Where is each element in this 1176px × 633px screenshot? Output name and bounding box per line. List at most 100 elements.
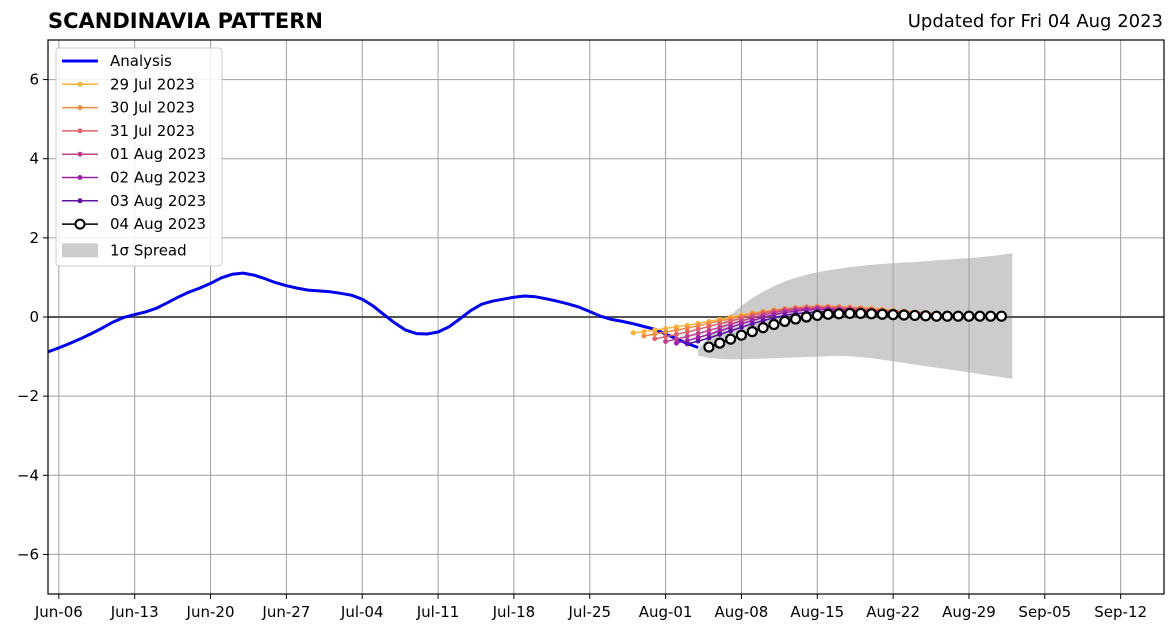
latest-forecast-point — [735, 329, 748, 341]
legend-label-forecast: 03 Aug 2023 — [110, 192, 206, 210]
x-tick-label: Jul-18 — [492, 603, 536, 621]
latest-forecast-point — [790, 313, 802, 325]
x-tick-label: Jun-06 — [34, 603, 83, 621]
legend-label-forecast: 02 Aug 2023 — [110, 169, 206, 187]
latest-forecast-point — [757, 322, 769, 334]
latest-forecast-point — [876, 308, 888, 320]
legend-marker-forecast — [77, 105, 83, 111]
x-tick-label: Aug-08 — [715, 603, 769, 621]
latest-forecast-point — [855, 307, 867, 320]
chart-subtitle: Updated for Fri 04 Aug 2023 — [907, 11, 1163, 32]
forecast-point — [717, 331, 723, 337]
x-tick-label: Aug-29 — [942, 603, 996, 621]
legend-label-forecast: 31 Jul 2023 — [110, 122, 195, 140]
latest-forecast-point — [909, 309, 921, 322]
y-tick-label: 4 — [29, 150, 39, 168]
y-tick-label: −4 — [17, 466, 39, 484]
y-tick-label: −2 — [17, 387, 39, 405]
legend-label-latest: 04 Aug 2023 — [110, 215, 206, 233]
legend-marker-forecast — [77, 81, 83, 87]
x-tick-label: Jul-11 — [416, 603, 460, 621]
forecast-point — [706, 327, 712, 333]
latest-forecast-point — [714, 337, 726, 349]
forecast-point — [652, 327, 658, 333]
axes-frame — [47, 39, 1165, 595]
latest-forecast-point — [930, 310, 943, 322]
forecast-point — [695, 331, 701, 337]
y-tick-label: −6 — [17, 545, 39, 563]
legend: Analysis 29 Jul 2023 30 Jul 2023 31 Jul 202… — [55, 47, 223, 267]
legend-marker-forecast — [77, 151, 83, 157]
y-tick-label: 2 — [29, 229, 39, 247]
chart-title: SCANDINAVIA PATTERN — [48, 9, 323, 33]
legend-label-analysis: Analysis — [110, 52, 172, 70]
x-tick-label: Jul-25 — [567, 603, 611, 621]
analysis-line — [47, 271, 699, 354]
forecast-point — [673, 331, 679, 337]
x-tick-label: Jun-20 — [186, 603, 235, 621]
latest-forecast-point — [963, 310, 975, 322]
x-tick-label: Jul-04 — [340, 603, 384, 621]
x-tick-label: Aug-22 — [866, 603, 920, 621]
forecast-point — [641, 329, 647, 335]
latest-forecast-point — [703, 341, 715, 353]
latest-forecast-point — [887, 309, 899, 321]
x-tick-label: Sep-05 — [1018, 603, 1071, 621]
forecast-point — [684, 329, 690, 335]
forecast-point — [695, 338, 701, 344]
forecast-point — [641, 333, 647, 339]
forecast-point — [749, 321, 755, 327]
latest-forecast-point — [746, 326, 758, 338]
legend-swatch-spread — [62, 243, 98, 258]
forecast-point — [652, 331, 658, 337]
latest-forecast-point — [985, 310, 997, 322]
legend-label-forecast: 01 Aug 2023 — [110, 145, 206, 163]
series-group — [47, 271, 1008, 354]
x-tick-label: Jun-13 — [110, 603, 159, 621]
x-tick-label: Sep-12 — [1094, 603, 1147, 621]
latest-forecast-point — [779, 315, 791, 327]
legend-marker-forecast — [77, 175, 83, 180]
x-tick-label: Jun-27 — [261, 603, 310, 621]
y-tick-label: 0 — [29, 308, 39, 326]
latest-forecast-point — [920, 310, 932, 322]
forecast-point — [673, 327, 679, 333]
forecast-point — [673, 336, 679, 342]
legend-marker-latest — [74, 218, 86, 230]
latest-forecast-point — [844, 307, 856, 320]
legend-label-forecast: 29 Jul 2023 — [110, 75, 195, 93]
forecast-point — [695, 326, 701, 332]
latest-forecast-point — [995, 310, 1008, 322]
forecast-point — [630, 330, 636, 336]
forecast-point — [728, 328, 734, 334]
forecast-point — [738, 324, 744, 330]
latest-forecast-point — [768, 318, 780, 331]
legend-box — [55, 47, 223, 267]
x-tick-label: Aug-01 — [639, 603, 693, 621]
forecast-point — [663, 339, 669, 345]
latest-forecast-point — [865, 308, 878, 320]
forecast-point — [673, 340, 679, 346]
latest-forecast-point — [822, 308, 834, 320]
legend-marker-forecast — [77, 198, 83, 204]
forecast-point — [760, 318, 766, 324]
latest-forecast-point — [898, 309, 910, 321]
forecast-point — [684, 325, 690, 331]
latest-forecast-point — [725, 333, 737, 345]
latest-forecast-point — [952, 310, 964, 322]
latest-forecast-point — [941, 310, 953, 322]
forecast-point — [706, 323, 712, 329]
legend-marker-forecast — [77, 128, 83, 134]
latest-forecast-point — [974, 310, 986, 322]
axes-group: −6 −4 −2 0 2 4 6 Jun-06 Jun-13 Jun-20 Jun-27 Jul-04… — [17, 39, 1165, 621]
forecast-point — [663, 329, 669, 335]
forecast-point — [684, 333, 690, 339]
legend-label-forecast: 30 Jul 2023 — [110, 99, 195, 117]
forecast-point — [706, 335, 712, 341]
latest-forecast-point — [811, 309, 823, 322]
legend-label-spread: 1σ Spread — [110, 241, 187, 259]
forecast-point — [684, 341, 690, 347]
forecast-point — [652, 336, 658, 342]
latest-forecast-point — [833, 308, 845, 320]
